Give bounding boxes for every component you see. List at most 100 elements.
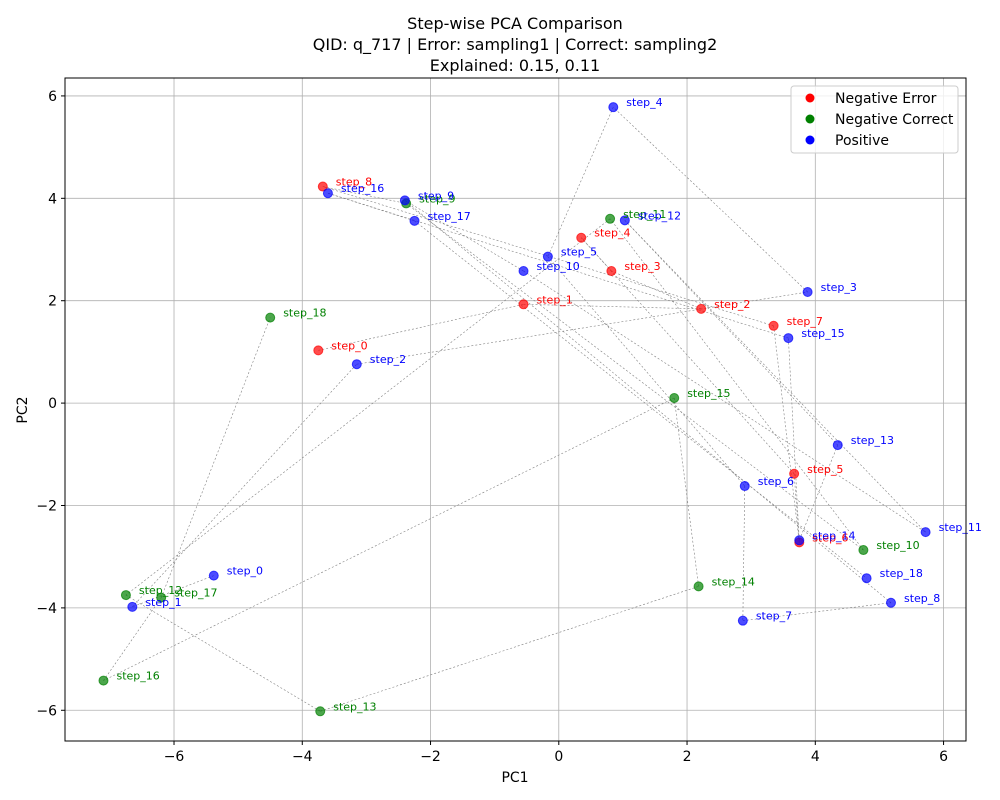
point-label-positive-step_5: step_5 (561, 246, 597, 259)
x-axis-label: PC1 (501, 770, 528, 786)
step-connector (624, 220, 838, 446)
step-connector (547, 256, 745, 487)
step-connector (327, 192, 415, 222)
x-tick-label: 0 (554, 749, 563, 765)
point-label-positive-step_7: step_7 (756, 610, 792, 623)
step-connector (742, 602, 892, 621)
step-connector (132, 363, 358, 608)
point-label-positive-step_15: step_15 (801, 327, 844, 340)
step-connector (320, 586, 699, 712)
point-label-positive-step_3: step_3 (821, 281, 857, 294)
point-label-negative-correct-step_10: step_10 (876, 539, 919, 552)
step-connector (523, 303, 702, 310)
legend-label-negative-correct: Negative Correct (835, 112, 954, 128)
point-negative-error-step_5 (789, 468, 800, 479)
point-label-positive-step_13: step_13 (851, 434, 894, 447)
point-label-positive-step_9: step_9 (418, 189, 454, 202)
point-label-negative-correct-step_16: step_16 (116, 670, 159, 683)
point-positive-step_18 (861, 573, 872, 584)
point-positive-step_1 (127, 601, 138, 612)
point-positive-step_4 (608, 102, 619, 113)
point-label-negative-correct-step_11: step_11 (623, 208, 666, 221)
point-positive-step_17 (409, 215, 420, 226)
point-negative-correct-step_10 (858, 545, 869, 556)
point-label-negative-correct-step_17: step_17 (174, 587, 217, 600)
point-positive-step_7 (737, 615, 748, 626)
point-label-negative-correct-step_18: step_18 (283, 307, 326, 320)
step-connector (405, 203, 864, 551)
point-label-negative-error-step_8: step_8 (336, 176, 372, 189)
point-negative-correct-step_18 (265, 312, 276, 323)
step-connector (611, 270, 702, 310)
point-label-negative-correct-step_13: step_13 (333, 700, 376, 713)
legend-label-positive: Positive (835, 133, 889, 149)
point-label-positive-step_4: step_4 (626, 96, 662, 109)
point-label-negative-error-step_6: step_6 (812, 531, 848, 544)
point-label-negative-error-step_7: step_7 (787, 315, 823, 328)
plot-frame (64, 77, 967, 742)
legend-box (790, 85, 959, 154)
point-label-negative-error-step_3: step_3 (624, 260, 660, 273)
point-positive-step_11 (920, 527, 931, 538)
point-negative-error-step_2 (696, 303, 707, 314)
step-connector (613, 106, 808, 293)
data-points (98, 102, 931, 717)
point-label-negative-correct-step_14: step_14 (712, 575, 755, 588)
step-connector (581, 237, 612, 272)
y-tick-label: −2 (36, 498, 57, 514)
legend-marker-positive (805, 135, 815, 145)
point-negative-correct-step_15 (669, 392, 680, 403)
point-label-negative-error-step_4: step_4 (594, 227, 630, 240)
point-label-positive-step_14: step_14 (812, 529, 855, 542)
point-label-negative-error-step_1: step_1 (537, 293, 573, 306)
point-positive-step_0 (208, 570, 219, 581)
point-negative-error-step_4 (576, 232, 587, 243)
point-positive-step_5 (542, 251, 553, 262)
point-negative-correct-step_17 (156, 592, 167, 603)
point-label-positive-step_16: step_16 (341, 182, 384, 195)
step-connector (356, 291, 808, 365)
step-connector (414, 220, 867, 579)
point-negative-error-step_8 (317, 181, 328, 192)
chart-title-line-2: QID: q_717 | Error: sampling1 | Correct:… (313, 35, 718, 55)
point-negative-error-step_7 (768, 320, 779, 331)
legend-marker-negative-error (805, 93, 815, 103)
x-tick-label: 2 (683, 749, 692, 765)
x-tick-label: 4 (811, 749, 820, 765)
step-connector (547, 107, 614, 257)
legend: Negative Error Negative Correct Positive (790, 85, 959, 154)
point-positive-step_6 (739, 481, 750, 492)
x-tick-label: −2 (420, 749, 441, 765)
point-label-positive-step_17: step_17 (427, 210, 470, 223)
point-positive-step_8 (885, 597, 896, 608)
step-connectors (103, 106, 926, 712)
grid (65, 78, 966, 741)
point-label-positive-step_6: step_6 (758, 475, 794, 488)
y-tick-label: 2 (48, 294, 57, 310)
step-connector (103, 597, 162, 681)
legend-marker-negative-correct (805, 114, 815, 124)
point-negative-error-step_1 (518, 299, 529, 310)
point-label-positive-step_1: step_1 (145, 596, 181, 609)
y-tick-label: −6 (36, 703, 57, 719)
point-label-positive-step_12: step_12 (638, 209, 681, 222)
step-connector (327, 192, 789, 339)
point-negative-correct-step_13 (315, 706, 326, 717)
point-label-positive-step_8: step_8 (904, 592, 940, 605)
step-connector (125, 218, 611, 596)
step-connector (160, 317, 271, 598)
point-label-negative-error-step_0: step_0 (331, 339, 367, 352)
y-tick-label: 6 (48, 89, 57, 105)
point-label-positive-step_10: step_10 (537, 260, 580, 273)
y-tick-label: 4 (48, 191, 57, 207)
step-connector (132, 575, 214, 608)
point-positive-step_14 (794, 535, 805, 546)
step-connector (318, 303, 524, 351)
point-label-negative-correct-step_15: step_15 (687, 387, 730, 400)
y-axis-ticks: −6 −4 −2 0 2 4 6 (36, 89, 65, 719)
point-positive-step_15 (783, 333, 794, 344)
x-tick-label: −4 (292, 749, 313, 765)
step-connector (609, 218, 864, 551)
